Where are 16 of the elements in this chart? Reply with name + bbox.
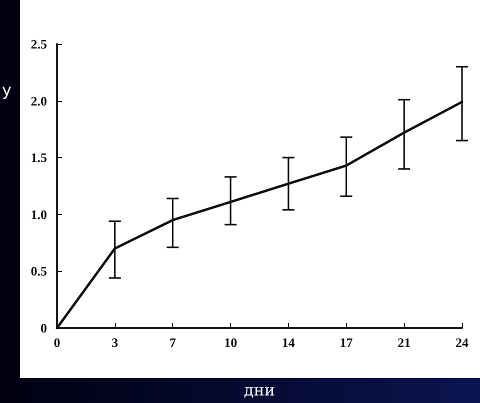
x-tick-label: 17 — [340, 335, 354, 350]
x-tick-label: 10 — [224, 335, 238, 350]
y-tick-label: 1.0 — [30, 206, 47, 222]
x-axis-title: дни — [244, 380, 276, 400]
x-tick-label: 3 — [112, 335, 119, 350]
y-tick-label: 1.5 — [30, 150, 48, 166]
y-tick-label: 0.5 — [30, 264, 48, 279]
x-tick-label: 24 — [456, 335, 469, 350]
y-tick-label: 0 — [40, 320, 47, 336]
y-tick-label: 2.0 — [30, 93, 47, 108]
y-tick-label: 2.5 — [30, 36, 48, 52]
y-axis-title: у — [2, 80, 12, 100]
x-tick-label: 7 — [169, 335, 176, 350]
x-tick-label: 0 — [54, 335, 60, 350]
x-tick-label: 21 — [398, 335, 411, 350]
x-tick-label: 14 — [282, 335, 296, 350]
